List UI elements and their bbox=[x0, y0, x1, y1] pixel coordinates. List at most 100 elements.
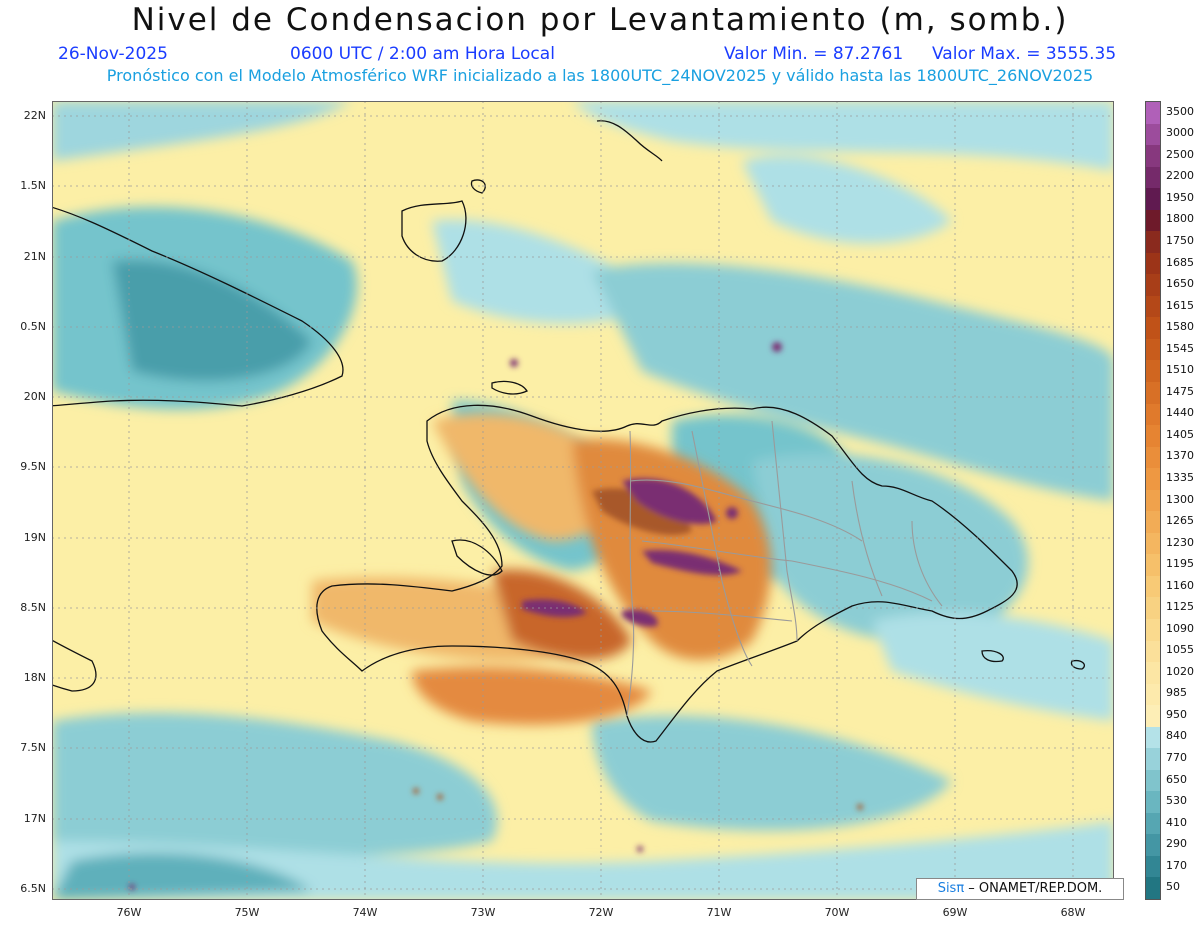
lon-tick: 76W bbox=[116, 906, 142, 919]
colorbar-segment bbox=[1146, 468, 1160, 491]
colorbar-segment bbox=[1146, 834, 1160, 857]
model-info: Pronóstico con el Modelo Atmosférico WRF… bbox=[106, 66, 1094, 85]
colorbar-label: 1020 bbox=[1166, 664, 1194, 678]
lat-tick: 9.5N bbox=[20, 460, 46, 473]
colorbar-label: 1750 bbox=[1166, 234, 1194, 247]
colorbar-label: 50 bbox=[1166, 880, 1180, 894]
lat-tick: 21N bbox=[23, 250, 46, 263]
colorbar-segment bbox=[1146, 683, 1160, 706]
province-borders bbox=[626, 420, 943, 717]
colorbar-segment bbox=[1146, 640, 1160, 663]
colorbar-segment bbox=[1146, 252, 1160, 275]
colorbar-segment bbox=[1146, 295, 1160, 318]
colorbar-segment bbox=[1146, 425, 1160, 448]
colorbar-segment bbox=[1146, 403, 1160, 426]
max-value: Valor Max. = 3555.35 bbox=[932, 44, 1117, 64]
colorbar-segment bbox=[1146, 791, 1160, 814]
colorbar-segment bbox=[1146, 338, 1160, 361]
colorbar-label: 1615 bbox=[1166, 298, 1194, 312]
lat-tick: 6.5N bbox=[20, 882, 46, 895]
colorbar-segment bbox=[1146, 360, 1160, 383]
page-title: Nivel de Condensacion por Levantamiento … bbox=[131, 2, 1069, 38]
forecast-date: 26-Nov-2025 bbox=[58, 44, 168, 64]
colorbar-segment bbox=[1146, 188, 1160, 211]
colorbar-label: 1265 bbox=[1166, 514, 1194, 528]
colorbar-segment bbox=[1146, 274, 1160, 297]
colorbar-segment bbox=[1146, 618, 1160, 641]
lat-tick: 22N bbox=[23, 109, 46, 122]
lon-tick: 75W bbox=[234, 906, 260, 919]
colorbar-label: 950 bbox=[1166, 707, 1187, 721]
lat-tick: 18N bbox=[23, 671, 46, 684]
colorbar-label: 1370 bbox=[1166, 449, 1194, 463]
colorbar-label: 1125 bbox=[1166, 600, 1194, 614]
colorbar-label: 1545 bbox=[1166, 341, 1194, 355]
lon-tick: 72W bbox=[588, 906, 614, 919]
lat-tick: 8.5N bbox=[20, 601, 46, 614]
colorbar-label: 1650 bbox=[1166, 277, 1194, 291]
colorbar-label: 1475 bbox=[1166, 384, 1194, 398]
colorbar-segment bbox=[1146, 812, 1160, 835]
colorbar-segment bbox=[1146, 102, 1160, 125]
colorbar-label: 3000 bbox=[1166, 126, 1194, 140]
lon-tick: 70W bbox=[824, 906, 850, 919]
colorbar-label: 985 bbox=[1166, 686, 1187, 700]
colorbar-segment bbox=[1146, 877, 1160, 900]
lat-tick: 1.5N bbox=[20, 179, 46, 192]
colorbar-segment bbox=[1146, 662, 1160, 685]
lon-tick: 71W bbox=[706, 906, 732, 919]
colorbar-segment bbox=[1146, 855, 1160, 878]
colorbar-label: 1685 bbox=[1166, 255, 1194, 269]
colorbar-segment bbox=[1146, 145, 1160, 168]
colorbar-label: 1335 bbox=[1166, 470, 1194, 484]
colorbar-label: 1580 bbox=[1166, 320, 1194, 334]
colorbar-segment bbox=[1146, 231, 1160, 254]
colorbar-segment bbox=[1146, 726, 1160, 749]
colorbar-segment bbox=[1146, 597, 1160, 620]
colorbar-segment bbox=[1146, 446, 1160, 469]
map-frame bbox=[52, 101, 1114, 900]
lon-tick: 68W bbox=[1060, 906, 1086, 919]
colorbar-label: 170 bbox=[1166, 858, 1187, 872]
lon-tick: 74W bbox=[352, 906, 378, 919]
colorbar-label: 1950 bbox=[1166, 190, 1194, 204]
colorbar-label: 1055 bbox=[1166, 643, 1194, 657]
colorbar-segment bbox=[1146, 575, 1160, 598]
colorbar bbox=[1145, 101, 1161, 900]
colorbar-segment bbox=[1146, 317, 1160, 340]
credit-box: Sisπ – ONAMET/REP.DOM. bbox=[916, 878, 1124, 900]
credit-text: – ONAMET/REP.DOM. bbox=[964, 881, 1103, 896]
colorbar-label: 530 bbox=[1166, 794, 1187, 808]
lcl-field-map bbox=[52, 101, 1114, 900]
graticule bbox=[52, 101, 1114, 900]
lat-tick: 7.5N bbox=[20, 741, 46, 754]
map-panel bbox=[52, 101, 1114, 900]
colorbar-segment bbox=[1146, 166, 1160, 189]
colorbar-segment bbox=[1146, 532, 1160, 555]
colorbar-label: 1405 bbox=[1166, 427, 1194, 441]
min-value: Valor Min. = 87.2761 bbox=[724, 44, 904, 64]
colorbar-label: 1195 bbox=[1166, 557, 1194, 571]
colorbar-segment bbox=[1146, 123, 1160, 146]
colorbar-segment bbox=[1146, 705, 1160, 728]
lon-tick: 73W bbox=[470, 906, 496, 919]
colorbar-label: 2200 bbox=[1166, 169, 1194, 183]
colorbar-segment bbox=[1146, 511, 1160, 534]
forecast-time: 0600 UTC / 2:00 am Hora Local bbox=[290, 44, 555, 64]
colorbar-label: 1440 bbox=[1166, 406, 1194, 420]
credit-brand: Sisπ bbox=[937, 881, 965, 896]
lat-tick: 19N bbox=[23, 531, 46, 544]
lat-tick: 0.5N bbox=[20, 320, 46, 333]
colorbar-label: 290 bbox=[1166, 837, 1187, 851]
colorbar-segment bbox=[1146, 382, 1160, 405]
lon-tick: 69W bbox=[942, 906, 968, 919]
colorbar-segment bbox=[1146, 489, 1160, 512]
colorbar-label: 3500 bbox=[1166, 104, 1194, 118]
colorbar-label: 1230 bbox=[1166, 535, 1194, 549]
colorbar-label: 1090 bbox=[1166, 621, 1194, 635]
colorbar-segment bbox=[1146, 748, 1160, 771]
lat-tick: 20N bbox=[23, 390, 46, 403]
colorbar-label: 770 bbox=[1166, 750, 1187, 764]
colorbar-segment bbox=[1146, 769, 1160, 792]
colorbar-label: 1160 bbox=[1166, 578, 1194, 592]
